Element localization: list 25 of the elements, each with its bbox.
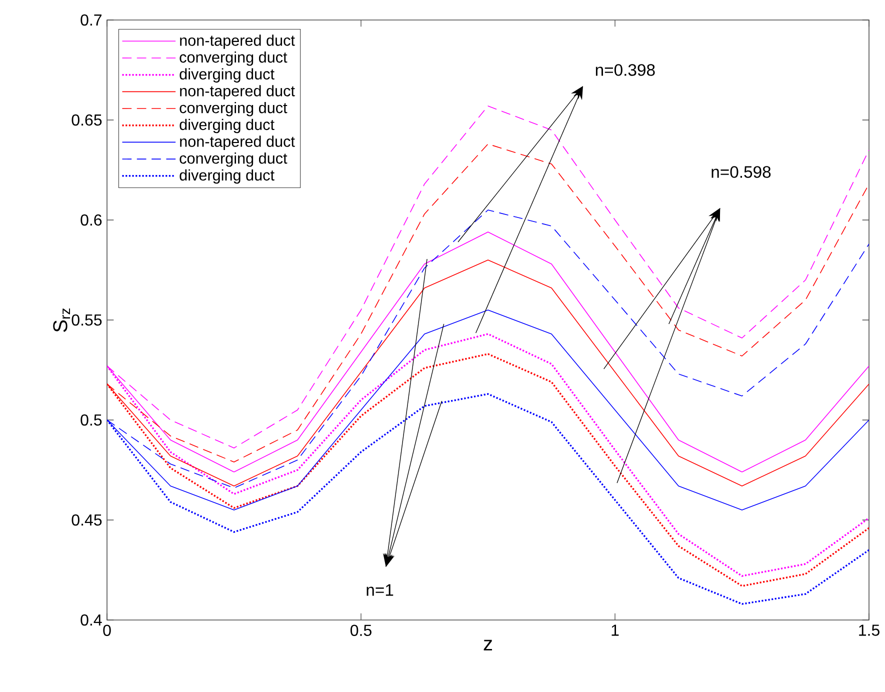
legend-label: converging duct <box>180 102 288 116</box>
legend-label: non-tapered duct <box>180 85 295 100</box>
x-tick-label: 0.5 <box>350 624 372 636</box>
y-tick-label: 0.6 <box>80 214 102 226</box>
x-axis-title: z <box>484 640 492 650</box>
y-tick-label: 0.65 <box>72 114 102 126</box>
legend-label: converging duct <box>180 51 288 66</box>
annotation: n=0.398 <box>596 64 655 76</box>
y-tick-label: 0.45 <box>72 514 102 526</box>
annotation: n=0.598 <box>712 166 771 178</box>
x-tick-label: 1.5 <box>859 624 880 636</box>
y-tick-label: 0.5 <box>80 414 102 426</box>
y-axis-title: S$_{rz}$ <box>53 308 70 332</box>
annotation: n=1 <box>366 584 394 596</box>
y-tick-label: 0.55 <box>72 314 102 326</box>
legend-label: diverging duct <box>180 169 274 184</box>
legend-label: diverging duct <box>180 68 274 83</box>
y-tick-label: 0.7 <box>80 14 102 26</box>
legend-label: non-tapered duct <box>180 34 295 49</box>
legend-label: converging duct <box>180 152 288 167</box>
x-tick-label: 1 <box>612 624 619 636</box>
legend-label: diverging duct <box>180 118 274 134</box>
x-tick-label: 0 <box>103 624 111 636</box>
y-tick-label: 0.4 <box>80 614 102 626</box>
legend-label: non-tapered duct <box>180 136 295 150</box>
